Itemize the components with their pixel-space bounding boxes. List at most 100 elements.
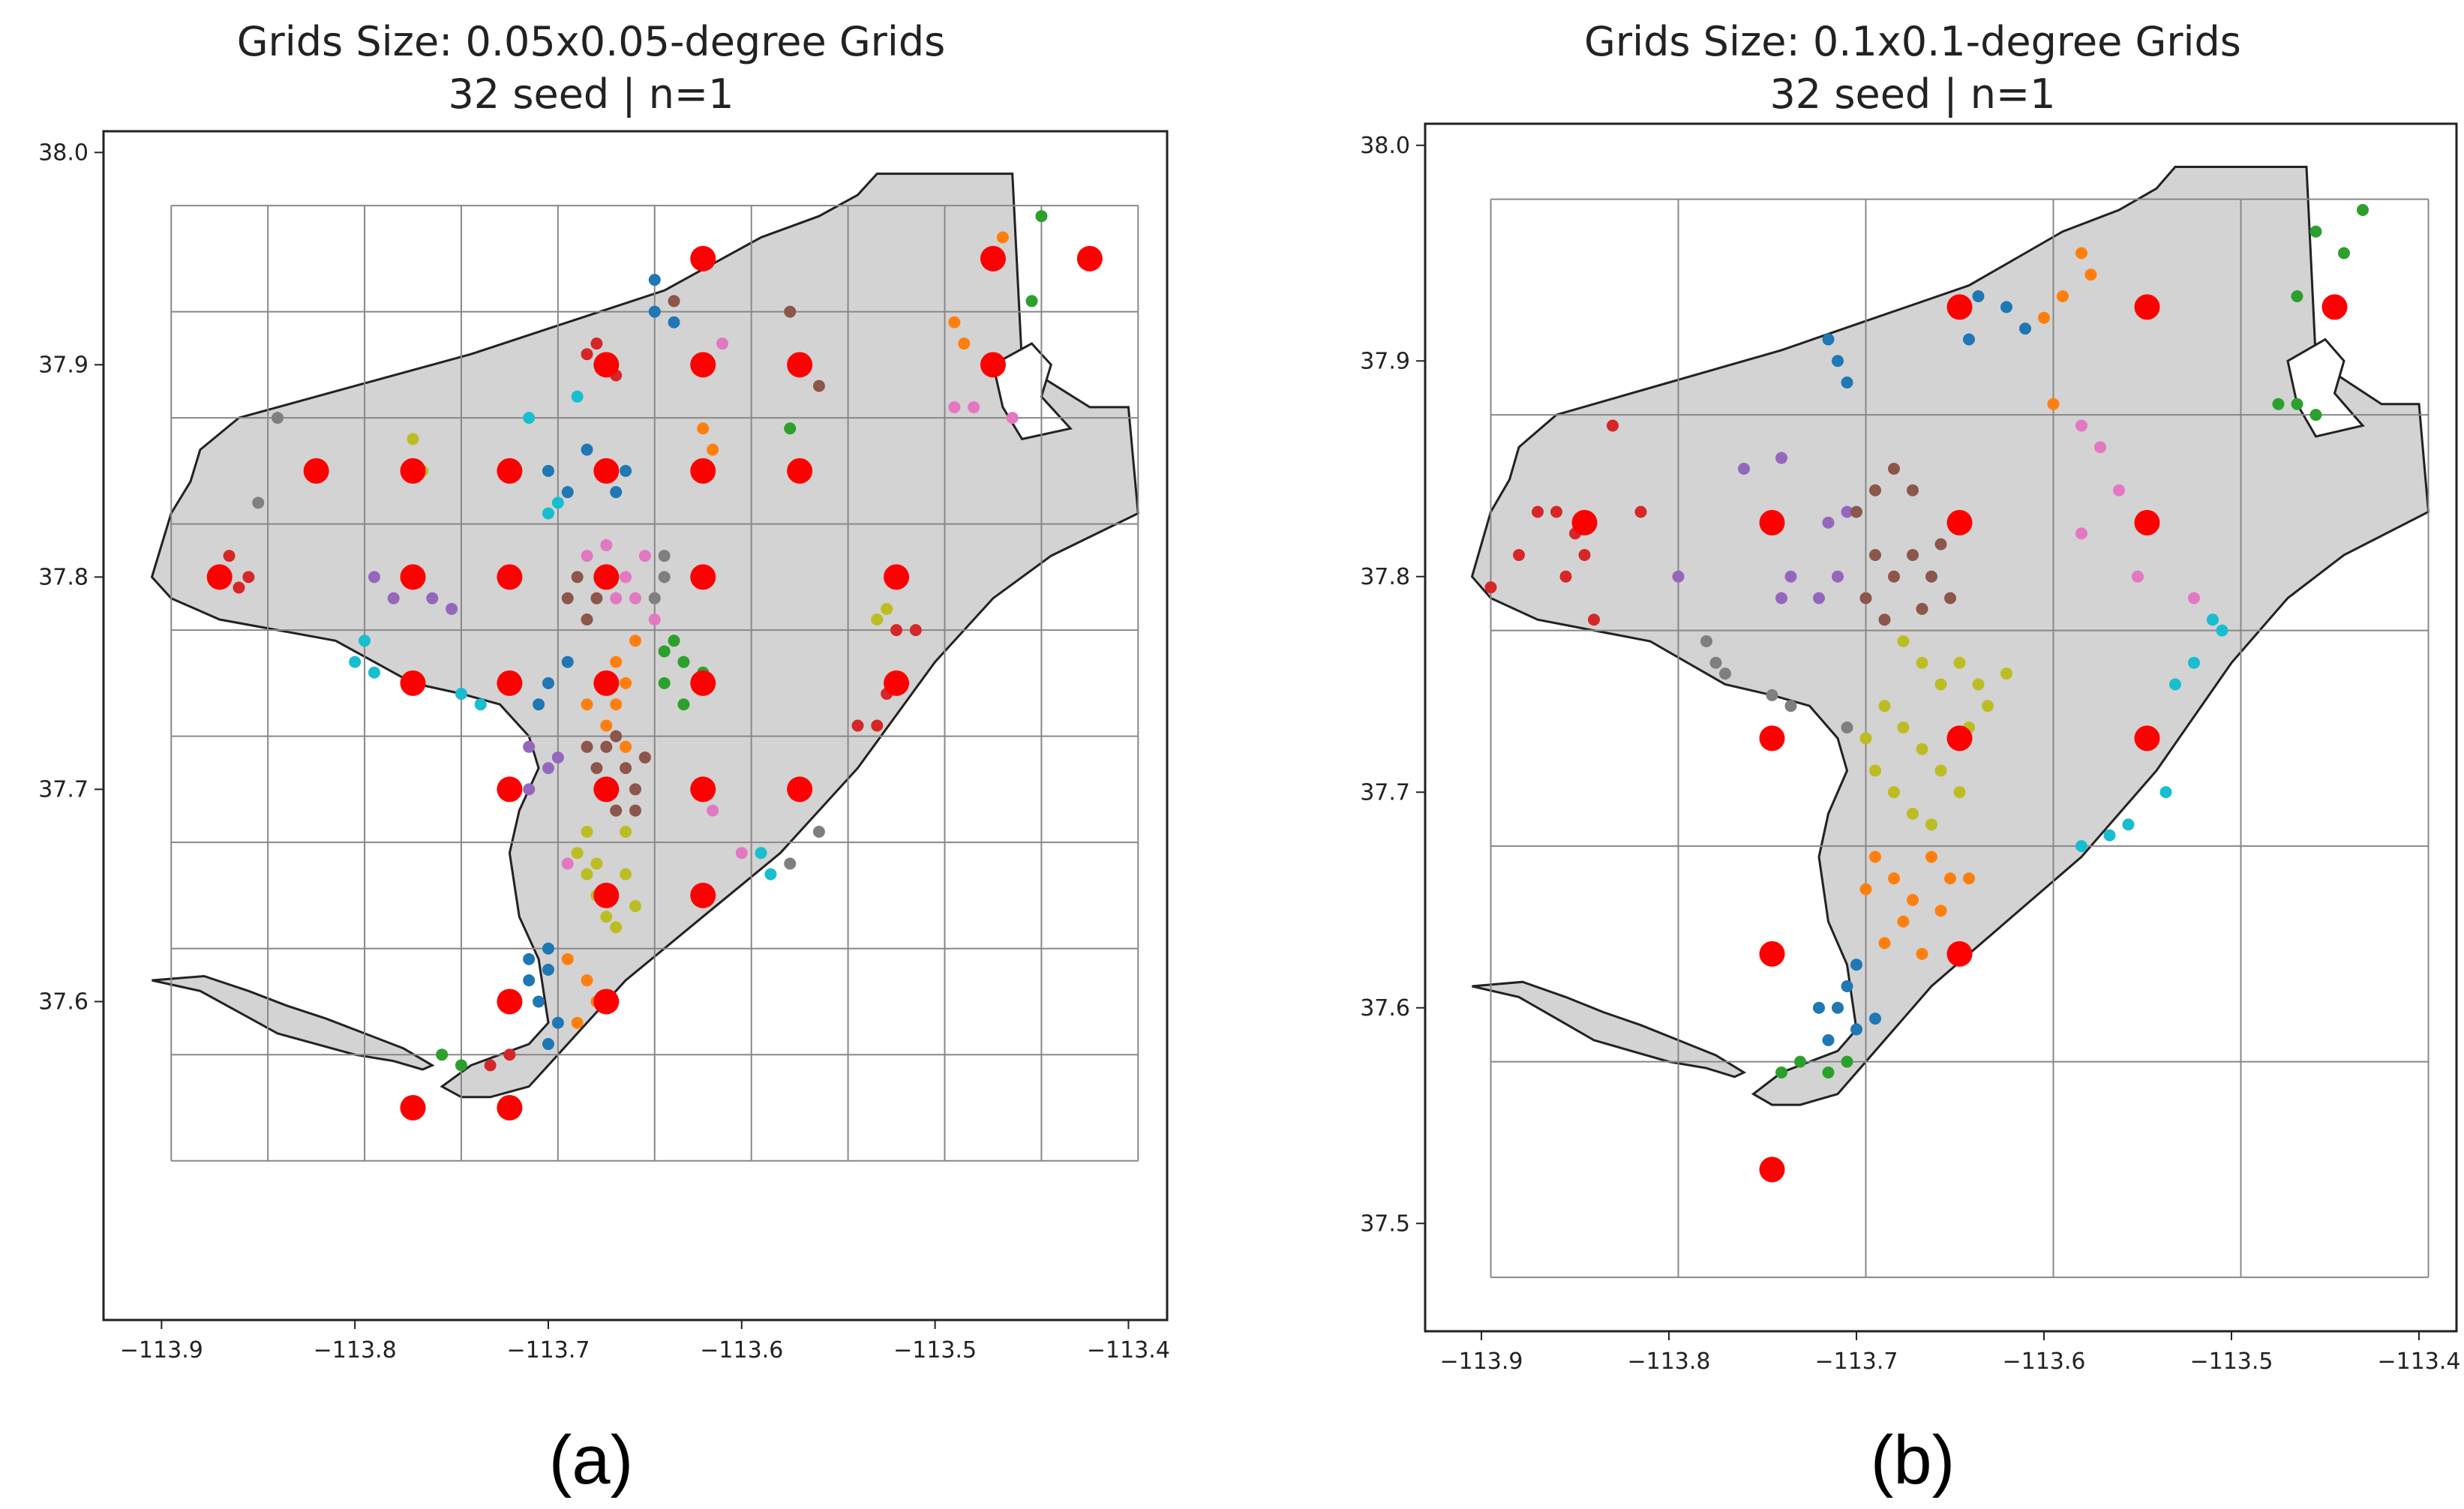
x-tick-label: −113.4: [2377, 1348, 2460, 1375]
data-point: [1578, 549, 1591, 561]
data-point: [1907, 894, 1919, 906]
data-point: [446, 602, 458, 615]
data-point: [1607, 419, 1619, 432]
data-point: [1813, 592, 1825, 604]
data-point: [590, 338, 603, 350]
x-tick-label: −113.5: [893, 1337, 977, 1364]
data-point: [668, 634, 680, 647]
data-point: [581, 550, 593, 562]
data-point: [610, 592, 623, 604]
data-point: [1897, 722, 1910, 734]
data-point: [1822, 516, 1835, 529]
data-point: [812, 380, 825, 392]
seed-point: [787, 352, 813, 378]
data-point: [581, 974, 593, 987]
data-point: [542, 464, 554, 477]
data-point: [668, 316, 680, 328]
seed-point: [400, 1094, 426, 1120]
data-point: [610, 486, 623, 499]
data-point: [455, 688, 467, 700]
seed-point: [497, 458, 523, 484]
seed-point: [690, 245, 716, 272]
data-point: [658, 571, 671, 584]
data-point: [542, 676, 554, 689]
chart-title-line2: 32 seed | n=1: [1769, 70, 2055, 118]
plot-area: −113.9 −113.8 −113.7 −113.6 −113.5 −113.4 37.6…: [38, 130, 1170, 1364]
seed-point: [2134, 294, 2160, 320]
data-point: [648, 305, 661, 318]
data-point: [1035, 210, 1048, 223]
seed-point: [690, 564, 716, 590]
data-point: [1878, 614, 1891, 626]
data-point: [368, 666, 380, 679]
data-point: [581, 868, 593, 880]
data-point: [629, 592, 641, 604]
data-point: [1832, 355, 1844, 368]
data-point: [1953, 656, 1966, 669]
data-point: [561, 592, 574, 604]
seed-point: [1946, 294, 1973, 320]
seed-point: [690, 670, 716, 696]
data-point: [610, 730, 623, 742]
data-point: [1700, 635, 1712, 647]
chart-title-line1: Grids Size: 0.1x0.1-degree Grids: [1584, 18, 2241, 65]
data-point: [658, 645, 671, 658]
data-point: [2113, 484, 2125, 496]
data-point: [735, 847, 748, 860]
data-point: [436, 1048, 449, 1061]
data-point: [1878, 937, 1891, 950]
data-point: [542, 963, 554, 976]
data-point: [629, 783, 641, 796]
data-point: [600, 538, 613, 551]
data-point: [658, 676, 671, 689]
data-point: [871, 719, 884, 732]
data-point: [784, 857, 797, 870]
data-point: [851, 719, 864, 732]
data-point: [1869, 549, 1881, 561]
data-point: [474, 698, 487, 711]
plot-area: −113.9 −113.8 −113.7 −113.6 −113.5 −113.4 37.5…: [1360, 122, 2461, 1375]
seed-point: [593, 670, 620, 696]
data-point: [1907, 549, 1919, 561]
data-point: [1006, 412, 1019, 424]
x-tick-label: −113.5: [2189, 1348, 2273, 1375]
data-point: [1832, 1001, 1844, 1014]
y-tick-label: 37.9: [38, 352, 89, 378]
data-point: [590, 592, 603, 604]
data-point: [1963, 333, 1975, 346]
data-point: [1907, 484, 1919, 496]
data-point: [2084, 268, 2097, 281]
data-point: [1775, 1066, 1787, 1078]
data-point: [2075, 419, 2087, 432]
data-point: [1513, 549, 1525, 561]
data-point: [1934, 678, 1947, 691]
data-point: [1888, 463, 1900, 475]
y-tick-label: 37.6: [38, 988, 89, 1015]
seed-point: [690, 458, 716, 484]
data-point: [551, 1016, 564, 1029]
seed-point: [593, 458, 620, 484]
data-point: [571, 390, 584, 403]
data-point: [2338, 247, 2350, 260]
data-point: [707, 443, 719, 456]
data-point: [1925, 850, 1937, 863]
data-point: [1841, 376, 1853, 388]
seed-point: [303, 458, 329, 484]
data-point: [1972, 290, 1985, 302]
seed-point: [690, 352, 716, 378]
data-point: [1907, 808, 1919, 820]
data-point: [2075, 247, 2087, 260]
x-tick-label: −113.8: [1627, 1348, 1710, 1375]
data-point: [1822, 1034, 1835, 1046]
data-point: [620, 571, 632, 584]
y-tick-label: 37.5: [1360, 1210, 1410, 1237]
seed-point: [593, 988, 620, 1015]
data-point: [1878, 700, 1891, 712]
lake-polygon: [2286, 338, 2365, 438]
data-point: [581, 740, 593, 753]
data-point: [996, 231, 1009, 244]
chart-panel-a: Grids Size: 0.05x0.05-degree Grids 32 se…: [38, 18, 1170, 1498]
data-point: [1532, 506, 1544, 518]
data-point: [1813, 1001, 1825, 1014]
data-point: [2216, 624, 2228, 637]
